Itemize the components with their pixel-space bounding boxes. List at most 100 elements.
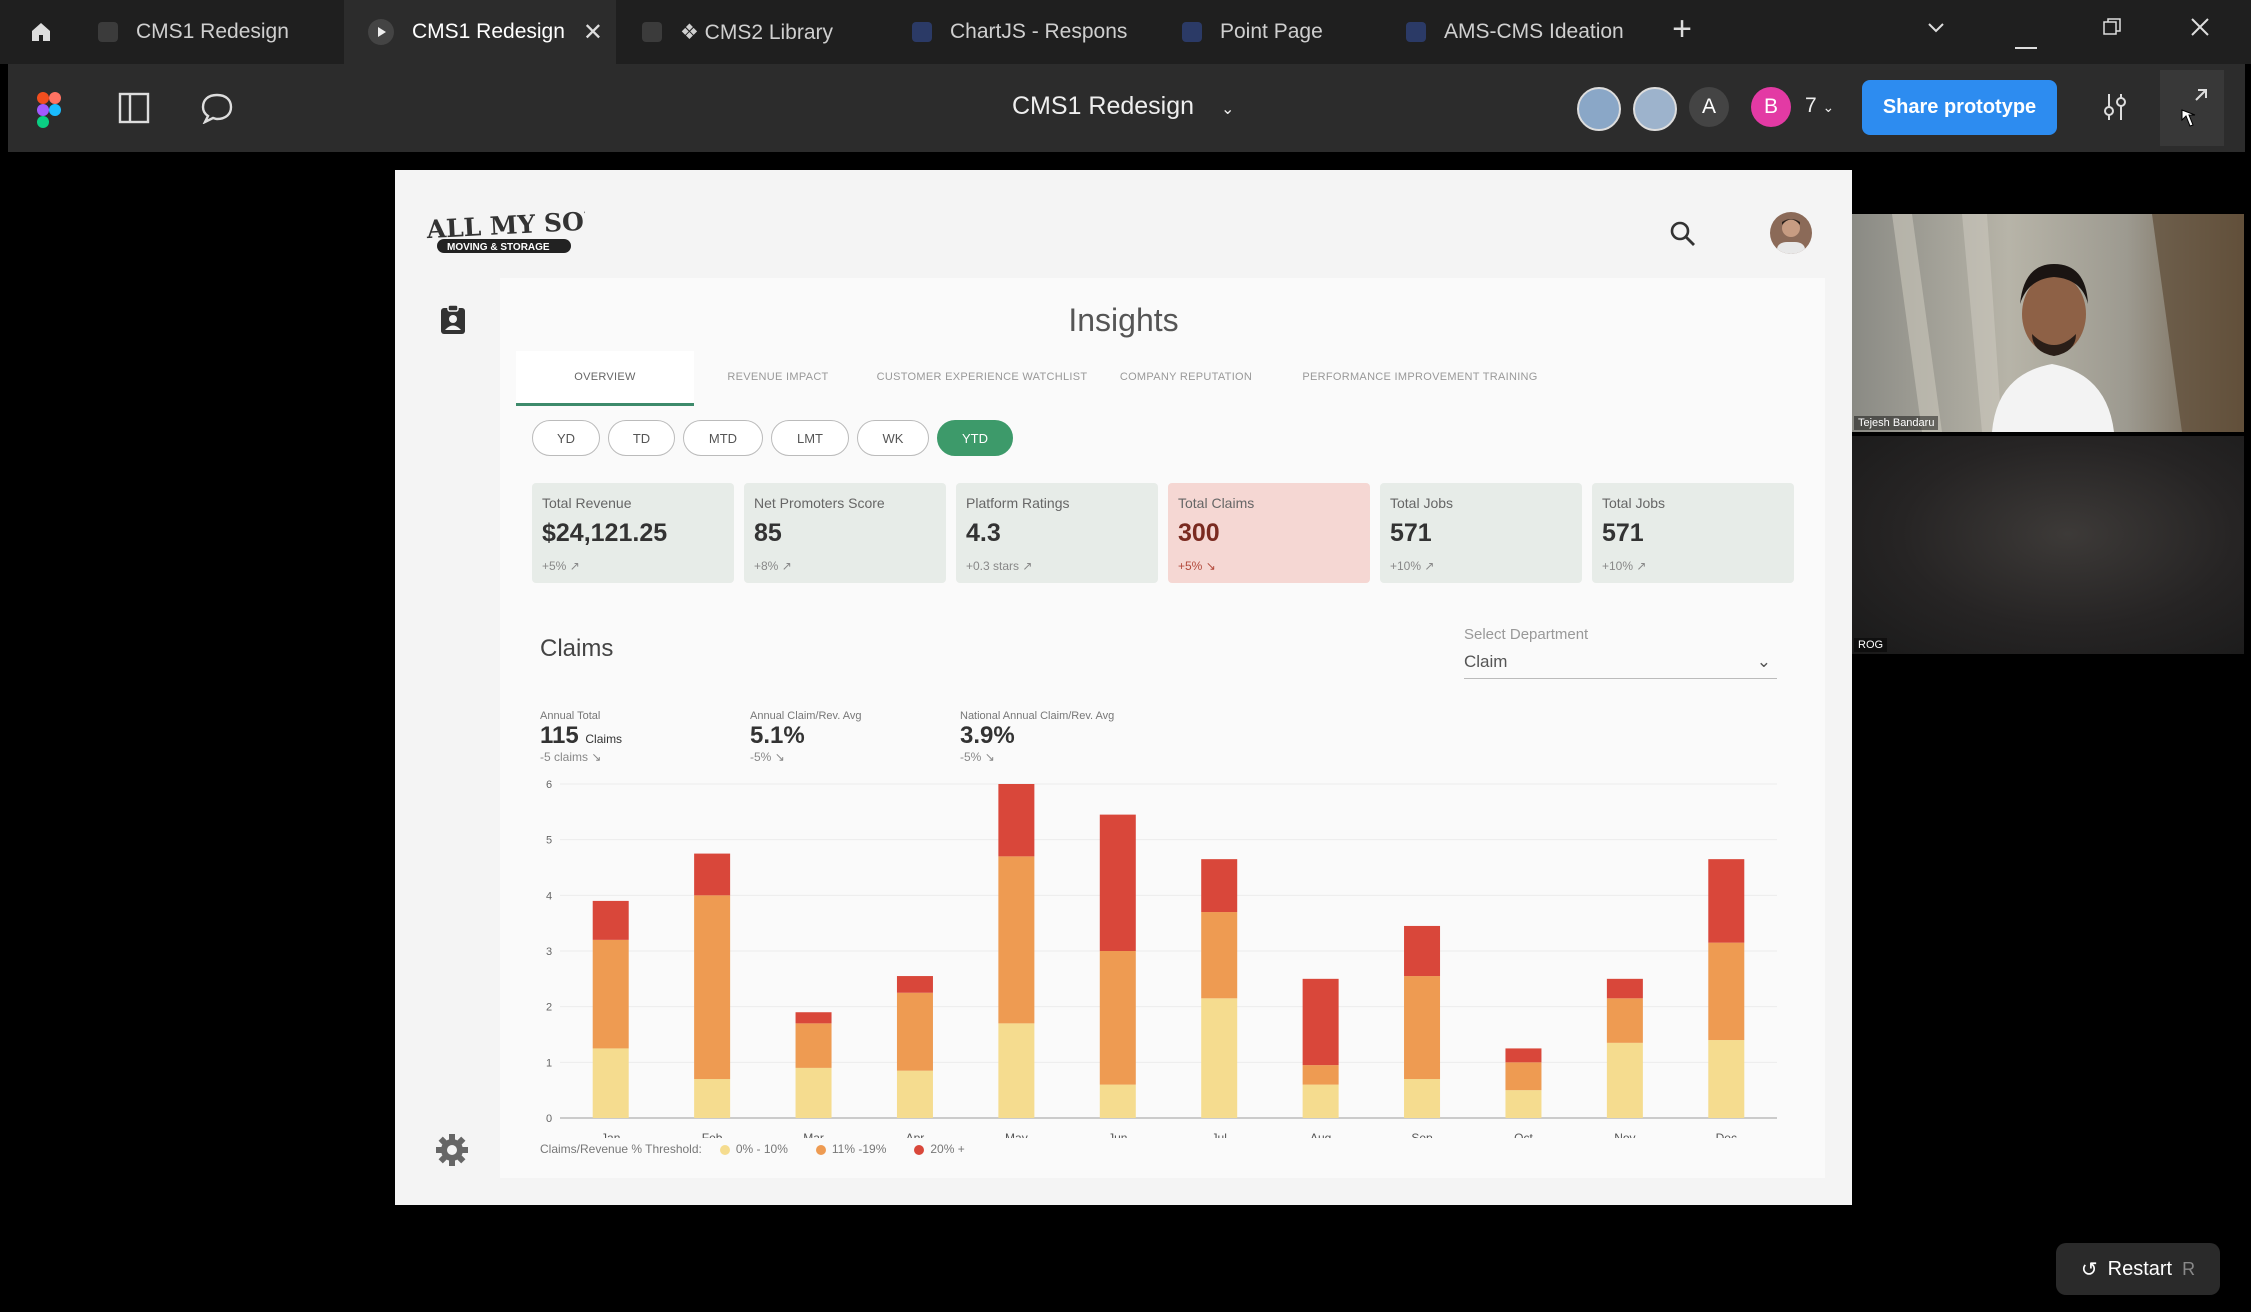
- tab-overview[interactable]: OVERVIEW: [516, 351, 694, 406]
- x-tick-label: Mar: [803, 1131, 824, 1138]
- gear-icon[interactable]: [435, 1133, 469, 1172]
- kpi-card-total-claims[interactable]: Total Claims 300 +5% ↘: [1168, 483, 1370, 583]
- participant-video: [1892, 214, 2244, 432]
- tab-cms1-redesign-prototype[interactable]: CMS1 Redesign ✕: [344, 0, 616, 64]
- kpi-card-nps[interactable]: Net Promoters Score 85 +8% ↗: [744, 483, 946, 583]
- tab-ams-cms-ideation[interactable]: AMS-CMS Ideation: [1382, 0, 1654, 64]
- trend-up-icon: ↗: [781, 559, 792, 573]
- figma-file-icon: [1182, 22, 1202, 42]
- collaborator-avatar-b[interactable]: B: [1751, 87, 1791, 127]
- participant-name: ROG: [1854, 638, 1888, 652]
- close-tab-icon[interactable]: ✕: [582, 18, 604, 46]
- kpi-value: $24,121.25: [542, 519, 668, 547]
- bar-segment: [1201, 912, 1238, 999]
- x-tick-label: Jul: [1212, 1131, 1227, 1138]
- restore-window-icon[interactable]: [2102, 16, 2122, 44]
- bar-segment: [1099, 951, 1136, 1085]
- bar-segment: [1404, 976, 1441, 1080]
- bar-segment: [1302, 978, 1339, 1066]
- tab-bar: CMS1 Redesign CMS1 Redesign ✕ ❖ CMS2 Lib…: [0, 0, 2251, 64]
- kpi-card-total-revenue[interactable]: Total Revenue $24,121.25 +5% ↗: [532, 483, 734, 583]
- bar-segment: [1201, 998, 1238, 1118]
- restart-button[interactable]: ↺ Restart R: [2056, 1243, 2220, 1295]
- period-lmt[interactable]: LMT: [771, 420, 849, 456]
- new-tab-icon[interactable]: +: [1672, 10, 1692, 48]
- settings-sliders-icon[interactable]: [2102, 92, 2128, 127]
- period-mtd[interactable]: MTD: [683, 420, 763, 456]
- trend-up-icon: ↗: [1022, 559, 1033, 573]
- kpi-change: +0.3 stars ↗: [966, 559, 1033, 573]
- trend-down-icon: ↘: [774, 750, 785, 764]
- tab-chartjs[interactable]: ChartJS - Respons: [888, 0, 1156, 64]
- comment-icon[interactable]: [200, 92, 234, 129]
- minimize-icon[interactable]: [2015, 30, 2037, 58]
- figma-file-icon: [98, 22, 118, 42]
- y-tick-label: 5: [546, 835, 552, 847]
- tab-company-reputation[interactable]: COMPANY REPUTATION: [1119, 371, 1253, 383]
- restart-icon: ↺: [2080, 1258, 2098, 1281]
- kpi-card-total-jobs-2[interactable]: Total Jobs 571 +10% ↗: [1592, 483, 1794, 583]
- kpi-label: Total Jobs: [1390, 495, 1454, 511]
- bar-segment: [592, 939, 629, 1049]
- y-tick-label: 1: [546, 1057, 552, 1069]
- tab-cms1-redesign[interactable]: CMS1 Redesign: [74, 0, 342, 64]
- tab-customer-experience-watchlist[interactable]: CUSTOMER EXPERIENCE WATCHLIST: [876, 371, 1088, 383]
- sidebar-toggle-icon[interactable]: [118, 92, 150, 129]
- bar-segment: [1201, 859, 1238, 913]
- trend-up-icon: ↗: [1424, 559, 1435, 573]
- chevron-down-icon[interactable]: [1925, 16, 1947, 45]
- avatar[interactable]: [1770, 212, 1812, 254]
- tab-performance-improvement-training[interactable]: PERFORMANCE IMPROVEMENT TRAINING: [1302, 371, 1538, 383]
- kpi-card-platform-ratings[interactable]: Platform Ratings 4.3 +0.3 stars ↗: [956, 483, 1158, 583]
- bar-segment: [795, 1067, 832, 1118]
- y-tick-label: 4: [546, 890, 552, 902]
- kpi-value: 571: [1390, 519, 1432, 547]
- bar-segment: [896, 976, 933, 993]
- share-prototype-button[interactable]: Share prototype: [1862, 80, 2057, 135]
- kpi-label: Platform Ratings: [966, 495, 1070, 511]
- period-wk[interactable]: WK: [857, 420, 929, 456]
- period-yd[interactable]: YD: [532, 420, 600, 456]
- figma-logo-icon[interactable]: [36, 92, 62, 133]
- bar-segment: [1505, 1062, 1542, 1091]
- clipboard-user-icon[interactable]: [439, 304, 467, 341]
- participant-name: Tejesh Bandaru: [1854, 416, 1939, 430]
- search-icon[interactable]: [1669, 220, 1697, 253]
- x-tick-label: Apr: [906, 1131, 925, 1138]
- kpi-change: +10% ↗: [1602, 559, 1647, 573]
- kpi-card-total-jobs[interactable]: Total Jobs 571 +10% ↗: [1380, 483, 1582, 583]
- expand-button[interactable]: [2160, 70, 2224, 146]
- kpi-change: +8% ↗: [754, 559, 792, 573]
- trend-down-icon: ↘: [1205, 559, 1216, 573]
- home-icon[interactable]: [18, 14, 64, 50]
- kpi-value: 4.3: [966, 519, 1001, 547]
- document-title[interactable]: CMS1 Redesign ⌄: [1012, 92, 1235, 120]
- bar-segment: [1606, 1042, 1643, 1118]
- prototype-frame: ALL MY SONS MOVING & STORAGE Insights OV…: [395, 170, 1852, 1205]
- collaborator-avatar-a[interactable]: A: [1689, 87, 1729, 127]
- bar-segment: [998, 856, 1035, 1024]
- collaborator-avatar[interactable]: [1633, 87, 1677, 131]
- tab-point-page[interactable]: Point Page: [1158, 0, 1380, 64]
- collaborator-count[interactable]: 7 ⌄: [1805, 94, 1835, 117]
- department-select[interactable]: Claim ⌄: [1464, 652, 1777, 679]
- collaborator-avatar[interactable]: [1577, 87, 1621, 131]
- period-td[interactable]: TD: [608, 420, 675, 456]
- bar-segment: [592, 900, 629, 940]
- video-tile-participant-2: ROG: [1852, 436, 2244, 654]
- trend-up-icon: ↗: [1636, 559, 1647, 573]
- bar-segment: [1505, 1090, 1542, 1118]
- period-ytd[interactable]: YTD: [937, 420, 1013, 456]
- figma-file-icon: [1406, 22, 1426, 42]
- bar-segment: [694, 1079, 731, 1118]
- tab-cms2-library[interactable]: ❖ CMS2 Library: [618, 0, 886, 64]
- kpi-change: +5% ↗: [542, 559, 580, 573]
- close-window-icon[interactable]: [2190, 16, 2210, 44]
- trend-up-icon: ↗: [569, 559, 580, 573]
- x-tick-label: Aug: [1310, 1131, 1331, 1138]
- bar-segment: [998, 1023, 1035, 1118]
- x-tick-label: Jan: [601, 1131, 620, 1138]
- tab-revenue-impact[interactable]: REVENUE IMPACT: [727, 371, 829, 383]
- chevron-down-icon[interactable]: ⌄: [1220, 101, 1235, 118]
- legend-item-mid: 11% -19%: [815, 1142, 886, 1156]
